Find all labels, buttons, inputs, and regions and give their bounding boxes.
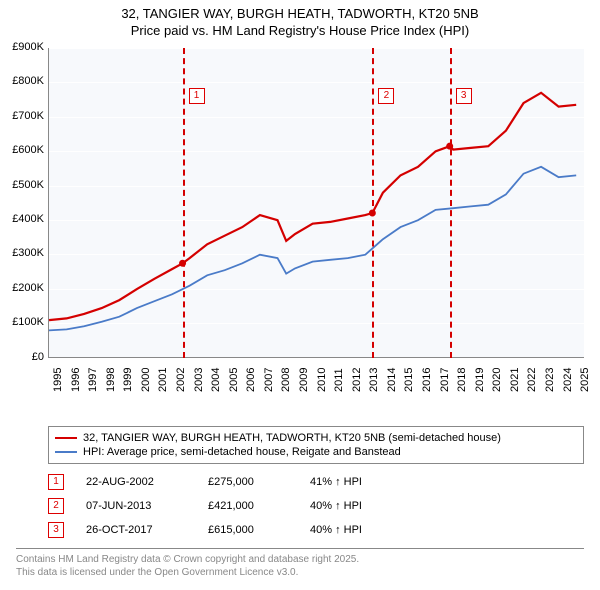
x-tick-label: 2004: [210, 367, 222, 391]
x-tick-label: 2017: [439, 367, 451, 391]
y-tick-label: £400K: [0, 213, 44, 225]
y-tick-label: £900K: [0, 41, 44, 53]
x-tick-label: 2012: [351, 367, 363, 391]
event-line: [183, 48, 185, 358]
series-svg: [49, 48, 585, 358]
y-tick-label: £800K: [0, 75, 44, 87]
legend-swatch: [55, 451, 77, 453]
event-marker: 3: [456, 88, 472, 104]
legend: 32, TANGIER WAY, BURGH HEATH, TADWORTH, …: [48, 426, 584, 464]
x-tick-label: 2008: [280, 367, 292, 391]
legend-label: HPI: Average price, semi-detached house,…: [83, 446, 401, 458]
title-line-1: 32, TANGIER WAY, BURGH HEATH, TADWORTH, …: [0, 6, 600, 23]
x-tick-label: 2014: [386, 367, 398, 391]
x-tick-label: 2018: [456, 367, 468, 391]
legend-row: HPI: Average price, semi-detached house,…: [55, 445, 577, 459]
x-tick-label: 1995: [52, 367, 64, 391]
x-tick-label: 2015: [403, 367, 415, 391]
x-tick-label: 2006: [245, 367, 257, 391]
legend-label: 32, TANGIER WAY, BURGH HEATH, TADWORTH, …: [83, 432, 501, 444]
event-marker: 2: [378, 88, 394, 104]
x-tick-label: 2021: [509, 367, 521, 391]
event-row-pct: 40% ↑ HPI: [310, 524, 362, 536]
x-tick-label: 2024: [562, 367, 574, 391]
x-tick-label: 2023: [544, 367, 556, 391]
event-row-price: £421,000: [208, 500, 288, 512]
event-row-price: £275,000: [208, 476, 288, 488]
legend-row: 32, TANGIER WAY, BURGH HEATH, TADWORTH, …: [55, 431, 577, 445]
footer-line-2: This data is licensed under the Open Gov…: [16, 566, 584, 579]
title-block: 32, TANGIER WAY, BURGH HEATH, TADWORTH, …: [0, 0, 600, 42]
x-tick-label: 2019: [474, 367, 486, 391]
event-row-marker: 2: [48, 498, 64, 514]
x-tick-label: 2001: [157, 367, 169, 391]
x-tick-label: 2011: [333, 368, 345, 392]
event-row-date: 07-JUN-2013: [86, 500, 186, 512]
event-row-pct: 40% ↑ HPI: [310, 500, 362, 512]
event-row-marker: 1: [48, 474, 64, 490]
x-tick-label: 1998: [105, 367, 117, 391]
x-tick-label: 2010: [316, 367, 328, 391]
x-tick-label: 2007: [263, 367, 275, 391]
y-tick-label: £300K: [0, 247, 44, 259]
event-row: 2 07-JUN-2013 £421,000 40% ↑ HPI: [48, 494, 584, 518]
x-tick-label: 2016: [421, 367, 433, 391]
event-row-date: 26-OCT-2017: [86, 524, 186, 536]
event-row: 3 26-OCT-2017 £615,000 40% ↑ HPI: [48, 518, 584, 542]
event-row-marker: 3: [48, 522, 64, 538]
event-row: 1 22-AUG-2002 £275,000 41% ↑ HPI: [48, 470, 584, 494]
footer: Contains HM Land Registry data © Crown c…: [16, 548, 584, 587]
legend-swatch: [55, 437, 77, 439]
event-line: [450, 48, 452, 358]
chart-area: 1 2 3 £0 £100K £200K £300K £400K £500K £600K £700K…: [0, 42, 600, 422]
chart-container: 32, TANGIER WAY, BURGH HEATH, TADWORTH, …: [0, 0, 600, 587]
x-tick-label: 1999: [122, 367, 134, 391]
series-hpi: [49, 167, 576, 331]
event-line: [372, 48, 374, 358]
events-table: 1 22-AUG-2002 £275,000 41% ↑ HPI 2 07-JUN-201…: [48, 470, 584, 542]
y-tick-label: £600K: [0, 144, 44, 156]
y-tick-label: £0: [0, 351, 44, 363]
x-tick-label: 2003: [193, 367, 205, 391]
title-line-2: Price paid vs. HM Land Registry's House …: [0, 23, 600, 40]
x-tick-label: 2002: [175, 367, 187, 391]
x-tick-label: 2022: [526, 367, 538, 391]
event-marker: 1: [189, 88, 205, 104]
x-tick-label: 1997: [87, 367, 99, 391]
x-tick-label: 1996: [70, 367, 82, 391]
x-tick-label: 2013: [368, 367, 380, 391]
event-row-date: 22-AUG-2002: [86, 476, 186, 488]
footer-line-1: Contains HM Land Registry data © Crown c…: [16, 553, 584, 566]
event-row-price: £615,000: [208, 524, 288, 536]
event-row-pct: 41% ↑ HPI: [310, 476, 362, 488]
x-tick-label: 2020: [491, 367, 503, 391]
y-tick-label: £700K: [0, 110, 44, 122]
x-tick-label: 2009: [298, 367, 310, 391]
x-tick-label: 2005: [228, 367, 240, 391]
y-tick-label: £500K: [0, 179, 44, 191]
y-tick-label: £100K: [0, 316, 44, 328]
plot-area: 1 2 3: [48, 48, 584, 358]
x-tick-label: 2000: [140, 367, 152, 391]
y-tick-label: £200K: [0, 282, 44, 294]
x-tick-label: 2025: [579, 367, 591, 391]
series-property: [49, 93, 576, 320]
